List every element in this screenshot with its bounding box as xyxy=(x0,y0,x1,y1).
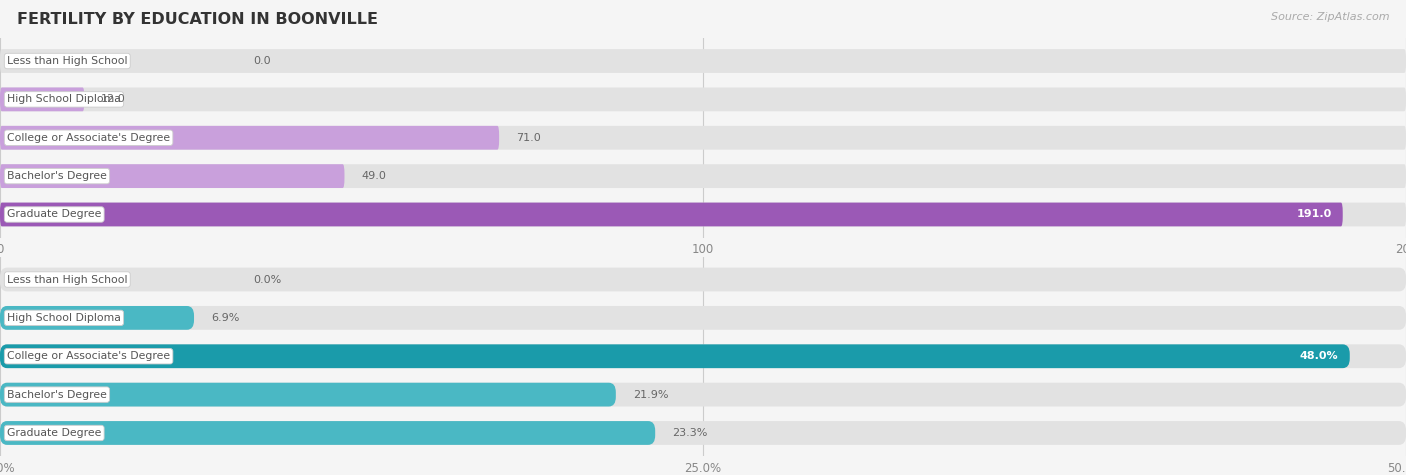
Text: 191.0: 191.0 xyxy=(1296,209,1331,219)
FancyBboxPatch shape xyxy=(0,202,1406,227)
Text: High School Diploma: High School Diploma xyxy=(7,95,121,104)
Text: High School Diploma: High School Diploma xyxy=(7,313,121,323)
FancyBboxPatch shape xyxy=(0,126,1406,150)
FancyBboxPatch shape xyxy=(0,421,1406,445)
Text: FERTILITY BY EDUCATION IN BOONVILLE: FERTILITY BY EDUCATION IN BOONVILLE xyxy=(17,12,378,27)
FancyBboxPatch shape xyxy=(0,126,499,150)
Text: Bachelor's Degree: Bachelor's Degree xyxy=(7,390,107,399)
Text: Graduate Degree: Graduate Degree xyxy=(7,209,101,219)
Text: Bachelor's Degree: Bachelor's Degree xyxy=(7,171,107,181)
FancyBboxPatch shape xyxy=(0,344,1406,368)
Text: 0.0%: 0.0% xyxy=(253,275,281,285)
FancyBboxPatch shape xyxy=(0,49,1406,73)
Text: 71.0: 71.0 xyxy=(516,133,541,143)
Text: 49.0: 49.0 xyxy=(361,171,387,181)
FancyBboxPatch shape xyxy=(0,267,1406,291)
FancyBboxPatch shape xyxy=(0,421,655,445)
FancyBboxPatch shape xyxy=(0,164,344,188)
Text: Less than High School: Less than High School xyxy=(7,275,128,285)
Text: 6.9%: 6.9% xyxy=(211,313,239,323)
FancyBboxPatch shape xyxy=(0,383,1406,407)
Text: Graduate Degree: Graduate Degree xyxy=(7,428,101,438)
FancyBboxPatch shape xyxy=(0,344,1350,368)
FancyBboxPatch shape xyxy=(0,383,616,407)
Text: Less than High School: Less than High School xyxy=(7,56,128,66)
Text: 23.3%: 23.3% xyxy=(672,428,707,438)
FancyBboxPatch shape xyxy=(0,202,1343,227)
Text: 12.0: 12.0 xyxy=(101,95,127,104)
Text: 0.0: 0.0 xyxy=(253,56,271,66)
Text: College or Associate's Degree: College or Associate's Degree xyxy=(7,351,170,361)
Text: College or Associate's Degree: College or Associate's Degree xyxy=(7,133,170,143)
FancyBboxPatch shape xyxy=(0,87,84,111)
FancyBboxPatch shape xyxy=(0,164,1406,188)
FancyBboxPatch shape xyxy=(0,87,1406,111)
Text: 21.9%: 21.9% xyxy=(633,390,668,399)
FancyBboxPatch shape xyxy=(0,306,1406,330)
Text: Source: ZipAtlas.com: Source: ZipAtlas.com xyxy=(1271,12,1389,22)
FancyBboxPatch shape xyxy=(0,306,194,330)
Text: 48.0%: 48.0% xyxy=(1301,351,1339,361)
